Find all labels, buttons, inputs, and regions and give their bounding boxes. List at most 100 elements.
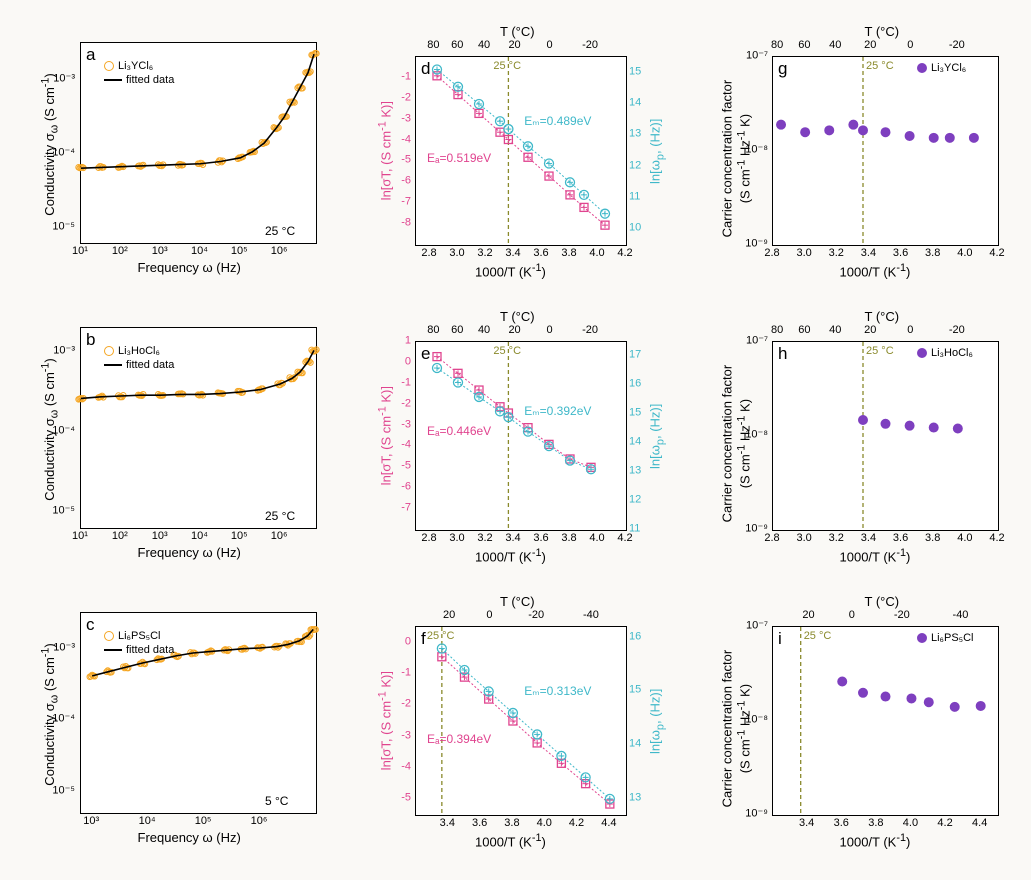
- x-tick: 3.0: [449, 248, 464, 259]
- panel-label: e: [421, 344, 430, 364]
- y-axis-left-label: ln[σT, (S cm-1 K)]: [376, 81, 393, 221]
- x-axis-label: 1000/T (K-1): [840, 547, 911, 564]
- data-marker: [969, 133, 978, 142]
- panel-h: h2.83.03.23.43.63.84.04.2806040200-20T (…: [700, 305, 1020, 575]
- x-tick: 10¹: [72, 246, 88, 257]
- temp-marker-label: 25 °C: [804, 630, 832, 642]
- panel-d: d2.83.03.23.43.63.84.04.2806040200-20T (…: [360, 20, 680, 290]
- em-annotation: Eₘ=0.313eV: [524, 684, 591, 698]
- y-tick-right: 15: [629, 408, 641, 419]
- y-tick-right: 11: [629, 192, 640, 203]
- legend-marker: [917, 633, 927, 643]
- y-tick: 10⁻⁷: [738, 51, 768, 62]
- x-tick-top: 20: [864, 40, 876, 51]
- panel-c: c10⁻⁵10⁻⁴10⁻³10³10⁴10⁵10⁶Frequency ω (Hz…: [20, 590, 340, 860]
- x-tick-top: -40: [583, 610, 599, 621]
- y-tick-right: 14: [629, 437, 641, 448]
- data-marker: [849, 120, 858, 129]
- x-tick: 10⁶: [271, 531, 288, 542]
- legend: Li₆PS₅Cl: [917, 632, 974, 646]
- ea-annotation: Eₐ=0.446eV: [427, 424, 491, 438]
- y-tick-right: 12: [629, 160, 641, 171]
- panel-label: b: [86, 330, 95, 350]
- y-tick-right: 13: [629, 466, 641, 477]
- x-tick-top: 40: [829, 40, 841, 51]
- x-tick-top: 20: [508, 40, 520, 51]
- x-tick: 3.4: [440, 818, 455, 829]
- legend-line: [104, 364, 122, 366]
- x-tick-top: 0: [849, 610, 855, 621]
- legend-marker: [917, 63, 927, 73]
- x-tick-top: 40: [829, 325, 841, 336]
- x-tick: 10⁵: [231, 246, 248, 257]
- x-tick-top: -20: [894, 610, 910, 621]
- x-tick: 10³: [83, 816, 99, 827]
- x-tick: 4.0: [957, 248, 972, 259]
- x-tick: 3.2: [829, 533, 844, 544]
- y-axis-left-label: ln[σT, (S cm-1 K)]: [376, 651, 393, 791]
- panel-label: a: [86, 45, 95, 65]
- x-tick: 4.0: [589, 533, 604, 544]
- x-tick: 3.6: [893, 533, 908, 544]
- x-tick: 3.0: [449, 533, 464, 544]
- panel-label: d: [421, 59, 430, 79]
- x-tick-top: 0: [486, 610, 492, 621]
- x-tick: 4.4: [972, 818, 987, 829]
- x-tick: 4.2: [617, 533, 632, 544]
- x-tick-top: 60: [798, 40, 810, 51]
- x-tick: 10³: [152, 246, 168, 257]
- x-tick: 3.8: [868, 818, 883, 829]
- y-tick-right: 14: [629, 98, 641, 109]
- temp-annotation: 25 °C: [265, 224, 295, 238]
- x-tick-top: 20: [864, 325, 876, 336]
- data-marker: [859, 126, 868, 135]
- x-tick: 3.4: [505, 248, 520, 259]
- data-marker: [777, 120, 786, 129]
- legend-item: Li₆PS₅Cl: [917, 632, 974, 644]
- x-tick-top: 80: [427, 325, 439, 336]
- x-tick: 10⁴: [139, 816, 156, 827]
- em-annotation: Eₘ=0.392eV: [524, 404, 591, 418]
- x-tick-top: 80: [771, 325, 783, 336]
- legend-text: Li₃YCl₆: [118, 60, 153, 72]
- x-tick: 3.6: [893, 248, 908, 259]
- x-tick-top: 60: [798, 325, 810, 336]
- x-tick: 2.8: [421, 248, 436, 259]
- x-tick-top: -20: [582, 40, 598, 51]
- data-marker: [950, 702, 959, 711]
- x-tick-top: 60: [451, 325, 463, 336]
- legend-text: fitted data: [126, 644, 174, 656]
- panel-g: g2.83.03.23.43.63.84.04.2806040200-20T (…: [700, 20, 1020, 290]
- y-tick-left: 1: [389, 336, 411, 347]
- legend-text: Li₃HoCl₆: [118, 345, 160, 357]
- x-tick: 3.6: [533, 533, 548, 544]
- x-tick: 3.8: [504, 818, 519, 829]
- panel-label: i: [778, 629, 782, 649]
- x-tick-top: -20: [582, 325, 598, 336]
- x-tick: 3.8: [925, 248, 940, 259]
- legend-item: Li₃YCl₆: [104, 60, 174, 72]
- x-tick-top: -20: [949, 40, 965, 51]
- y-axis-right-label: ln[ωp, (Hz)]: [648, 91, 667, 211]
- legend-marker: [917, 348, 927, 358]
- temp-marker-label: 25 °C: [427, 630, 455, 642]
- data-marker: [859, 416, 868, 425]
- x-axis-label: Frequency ω (Hz): [138, 830, 241, 845]
- x-tick-top: -20: [528, 610, 544, 621]
- x-tick-top: 20: [443, 610, 455, 621]
- x-axis-top-label: T (°C): [500, 309, 535, 324]
- x-axis-label: 1000/T (K-1): [475, 547, 546, 564]
- x-tick: 4.0: [589, 248, 604, 259]
- x-tick: 3.2: [477, 248, 492, 259]
- legend-text: Li₆PS₅Cl: [931, 632, 974, 644]
- x-tick: 3.4: [799, 818, 814, 829]
- legend: Li₆PS₅Clfitted data: [104, 630, 174, 658]
- y-tick: 10⁻⁷: [738, 336, 768, 347]
- y-axis-label: Carrier concentration factor(S cm-1 Hz-1…: [720, 64, 753, 254]
- x-tick: 10¹: [72, 531, 88, 542]
- fit-line-cyan: [442, 648, 610, 798]
- legend: Li₃HoCl₆: [917, 347, 973, 361]
- temp-annotation: 25 °C: [265, 509, 295, 523]
- y-tick: 10⁻⁷: [738, 621, 768, 632]
- x-tick: 4.2: [617, 248, 632, 259]
